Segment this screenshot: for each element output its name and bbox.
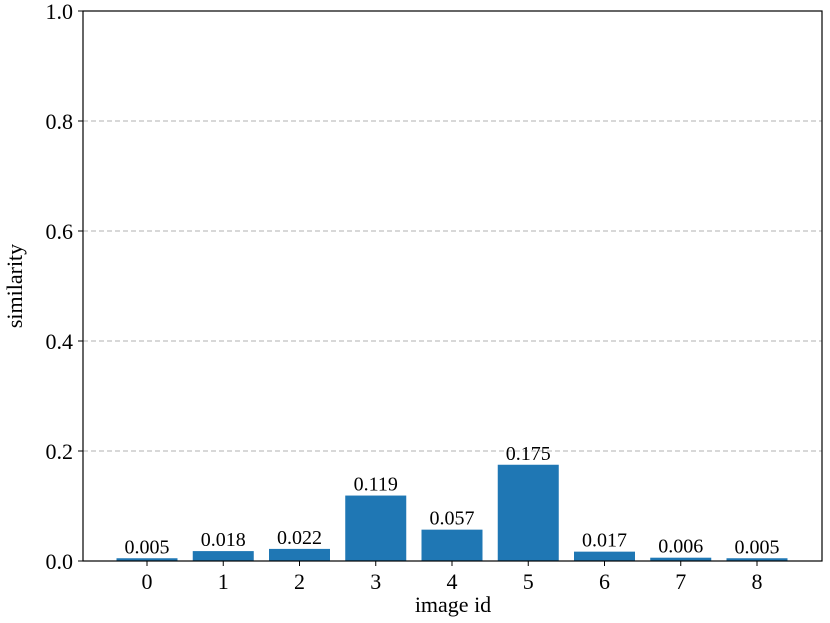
y-tick-label: 0.6	[46, 219, 74, 244]
bar	[726, 558, 788, 561]
y-tick-label: 0.0	[46, 549, 74, 574]
y-tick-label: 0.4	[46, 329, 74, 354]
bar	[116, 558, 178, 561]
bar	[345, 495, 407, 561]
value-label: 0.022	[277, 527, 322, 549]
x-tick-label: 0	[142, 569, 153, 594]
x-tick-label: 2	[294, 569, 305, 594]
bar	[192, 551, 254, 561]
x-tick-label: 6	[599, 569, 610, 594]
bar	[269, 548, 330, 561]
y-tick-label: 0.8	[46, 109, 74, 134]
x-tick-label: 4	[447, 569, 458, 594]
bar	[497, 464, 559, 561]
x-tick-label: 7	[675, 569, 686, 594]
value-label: 0.005	[125, 536, 170, 558]
plot-frame	[82, 10, 823, 562]
x-axis-label: image id	[415, 592, 491, 617]
bar	[650, 557, 712, 561]
bar	[421, 529, 483, 561]
bar	[574, 551, 635, 561]
value-label: 0.175	[506, 443, 551, 465]
x-tick-label: 5	[523, 569, 534, 594]
value-label: 0.006	[658, 536, 703, 558]
x-tick-label: 3	[370, 569, 381, 594]
value-label: 0.018	[201, 529, 246, 551]
y-tick-label: 0.2	[46, 439, 74, 464]
value-label: 0.017	[582, 530, 627, 552]
x-tick-label: 1	[218, 569, 229, 594]
y-axis-label: similarity	[2, 244, 27, 328]
y-tick-label: 1.0	[46, 0, 74, 24]
value-label: 0.005	[735, 536, 780, 558]
value-label: 0.057	[430, 508, 475, 530]
x-tick-label: 8	[752, 569, 763, 594]
value-label: 0.119	[354, 474, 398, 496]
